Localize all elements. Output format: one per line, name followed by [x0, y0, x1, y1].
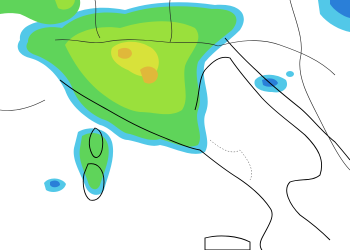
coastline	[59, 79, 273, 250]
rain-core	[50, 180, 60, 188]
country-border	[217, 40, 336, 76]
country-border	[54, 39, 219, 47]
coastline	[204, 235, 251, 250]
coastline	[82, 163, 105, 201]
coastline	[224, 37, 350, 161]
rain-area	[79, 133, 109, 190]
country-border	[94, 0, 101, 39]
country-border	[289, 0, 350, 171]
rain-halo	[286, 71, 294, 77]
region-border	[209, 139, 252, 181]
country-border	[0, 99, 46, 111]
coastlines	[59, 37, 350, 250]
rain-gap	[19, 71, 25, 77]
rain-core	[330, 0, 350, 18]
heavy-rain	[118, 47, 132, 59]
heavy-rain	[140, 66, 158, 84]
precipitation-field	[0, 0, 350, 195]
coastline	[88, 127, 104, 158]
coastline	[194, 56, 331, 241]
country-border	[169, 0, 173, 43]
rain-area	[55, 0, 75, 10]
borders	[0, 0, 350, 181]
